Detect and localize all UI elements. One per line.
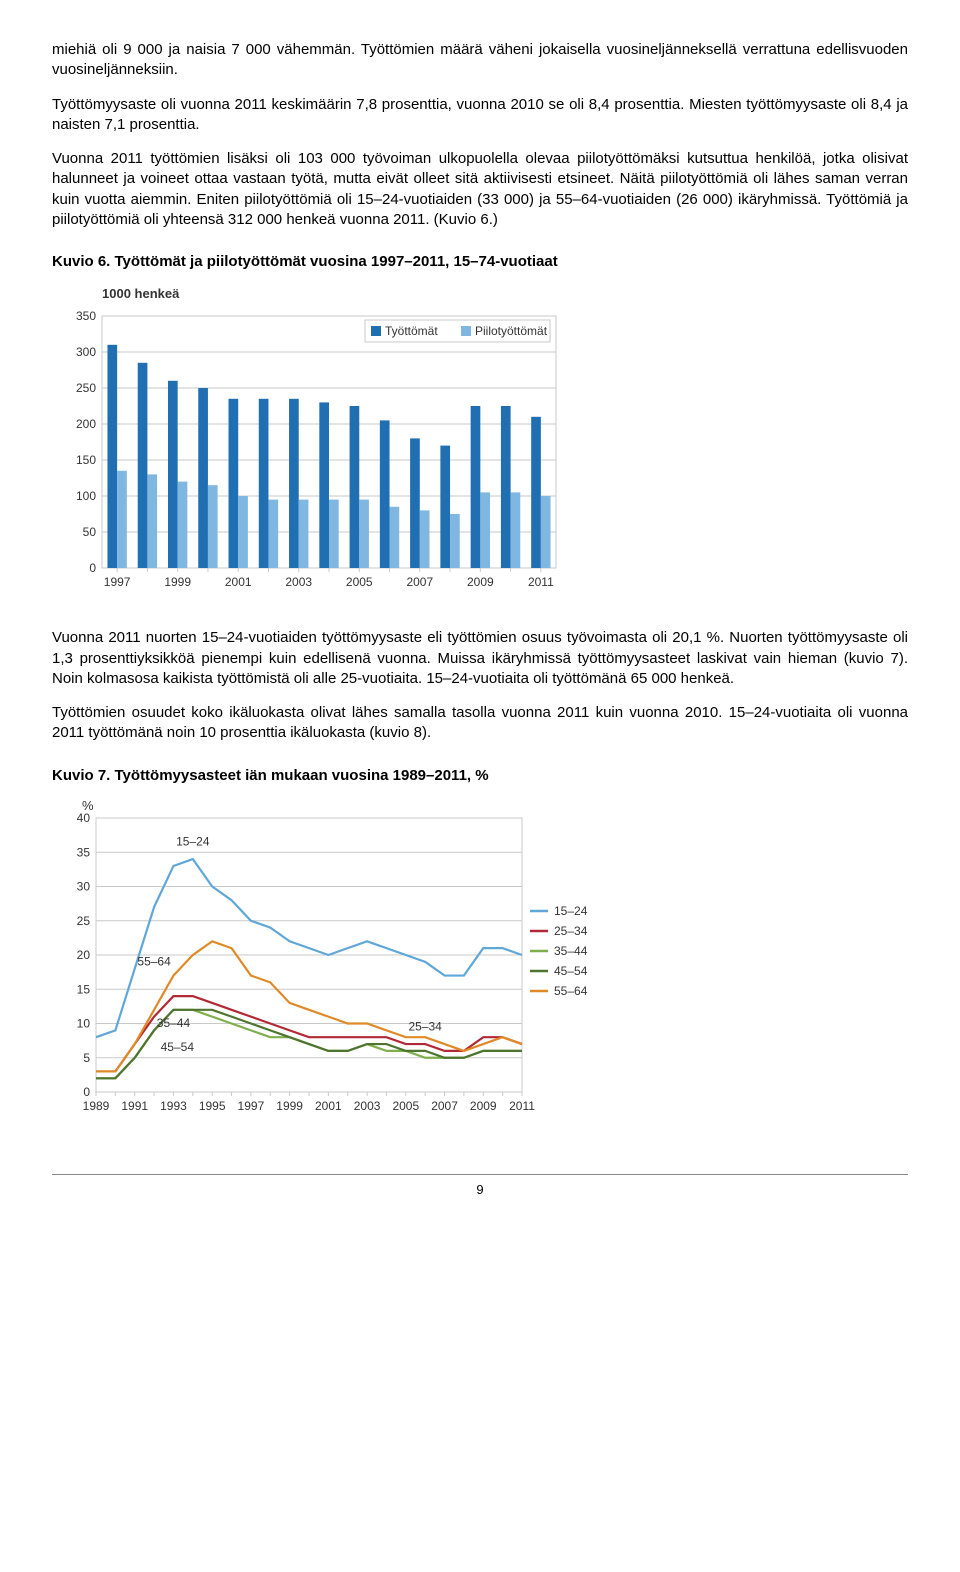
chart6-bar-tyottomat (198, 388, 208, 568)
chart7-ytick: 25 (77, 914, 91, 928)
chart6-bar-piilotyottomat (511, 493, 521, 569)
chart6-bar-piilotyottomat (420, 511, 430, 569)
chart6-ytick: 300 (76, 345, 96, 359)
chart6-bar-piilotyottomat (541, 496, 551, 568)
chart6-bar-piilotyottomat (268, 500, 278, 568)
chart6-title: Kuvio 6. Työttömät ja piilotyöttömät vuo… (52, 252, 908, 272)
chart6-wrap: 1000 henkeä 0 50 100 150 200 250 300 350 Työttömä… (52, 282, 908, 602)
chart7-legend-label: 55–64 (554, 984, 588, 998)
chart6-xtick: 2003 (285, 575, 312, 589)
chart6-bar-piilotyottomat (480, 493, 490, 569)
chart7-xtick: 2001 (315, 1099, 342, 1113)
chart7-xtick: 1993 (160, 1099, 187, 1113)
chart6-ytick: 200 (76, 417, 96, 431)
chart6-bar-tyottomat (138, 363, 148, 568)
chart6-bar-piilotyottomat (390, 507, 400, 568)
chart7-xtick: 2011 (509, 1099, 535, 1113)
chart7-xtick: 1991 (121, 1099, 148, 1113)
chart7-legend-label: 45–54 (554, 964, 588, 978)
chart6-bar-tyottomat (350, 406, 360, 568)
chart7-ytick: 40 (77, 811, 91, 825)
chart6-bar-tyottomat (229, 399, 239, 568)
chart6-bar-tyottomat (440, 446, 450, 568)
chart6-xtick: 2009 (467, 575, 494, 589)
chart7-svg: %051015202530354019891991199319951997199… (52, 796, 612, 1126)
paragraph-1: miehiä oli 9 000 ja naisia 7 000 vähemmä… (52, 40, 908, 81)
chart6-bar-piilotyottomat (178, 482, 188, 568)
chart6-bar-tyottomat (471, 406, 481, 568)
chart7-xtick: 2009 (470, 1099, 497, 1113)
chart7-xtick: 1997 (238, 1099, 265, 1113)
chart7-xtick: 2003 (354, 1099, 381, 1113)
chart7-ytick: 10 (77, 1016, 91, 1030)
paragraph-2: Työttömyysaste oli vuonna 2011 keskimäär… (52, 95, 908, 136)
chart7-xtick: 2007 (431, 1099, 458, 1113)
chart7-ytick: 0 (83, 1085, 90, 1099)
chart6-legend-label: Piilotyöttömät (475, 324, 548, 338)
chart7-ytick: 30 (77, 879, 91, 893)
chart7-legend-label: 15–24 (554, 904, 588, 918)
chart6-ytick: 0 (89, 561, 96, 575)
chart7-inline-label: 35–44 (157, 1016, 191, 1030)
chart6-bar-piilotyottomat (208, 485, 218, 568)
chart7-ytick: 15 (77, 982, 91, 996)
chart6-bar-tyottomat (289, 399, 299, 568)
chart7-ytick: 20 (77, 948, 91, 962)
chart7-ytick: 5 (83, 1051, 90, 1065)
paragraph-4: Vuonna 2011 nuorten 15–24-vuotiaiden työ… (52, 628, 908, 689)
chart7-xtick: 1989 (83, 1099, 110, 1113)
chart6-bar-piilotyottomat (117, 471, 127, 568)
chart6-xtick: 2011 (528, 575, 554, 589)
chart6-bar-tyottomat (501, 406, 511, 568)
chart7-legend-label: 25–34 (554, 924, 588, 938)
chart6-ytick: 50 (83, 525, 97, 539)
chart6-xtick: 1999 (164, 575, 191, 589)
chart6-bar-tyottomat (168, 381, 178, 568)
chart6-xtick: 1997 (104, 575, 131, 589)
chart6-bar-piilotyottomat (299, 500, 309, 568)
chart6-legend-label: Työttömät (385, 324, 438, 338)
chart6-ylabel: 1000 henkeä (102, 286, 180, 301)
chart6-bar-tyottomat (380, 421, 390, 569)
paragraph-3: Vuonna 2011 työttömien lisäksi oli 103 0… (52, 149, 908, 230)
chart7-title: Kuvio 7. Työttömyysasteet iän mukaan vuo… (52, 766, 908, 786)
chart6-ytick: 150 (76, 453, 96, 467)
chart6-xtick: 2005 (346, 575, 373, 589)
page-number: 9 (52, 1174, 908, 1199)
chart6-bar-tyottomat (107, 345, 117, 568)
chart7-inline-label: 55–64 (137, 954, 171, 968)
chart6-bar-tyottomat (319, 403, 329, 569)
chart6-bar-piilotyottomat (329, 500, 339, 568)
chart7-xtick: 1995 (199, 1099, 226, 1113)
chart7-inline-label: 25–34 (408, 1019, 442, 1033)
chart7-line-25–34 (96, 996, 522, 1071)
chart6-bar-piilotyottomat (450, 514, 460, 568)
chart7-xtick: 2005 (392, 1099, 419, 1113)
chart6-ytick: 250 (76, 381, 96, 395)
chart6-bar-tyottomat (259, 399, 269, 568)
paragraph-5: Työttömien osuudet koko ikäluokasta oliv… (52, 703, 908, 744)
chart6-bar-piilotyottomat (359, 500, 369, 568)
chart6-bar-tyottomat (531, 417, 541, 568)
chart7-legend-label: 35–44 (554, 944, 588, 958)
chart6-bar-tyottomat (410, 439, 420, 569)
chart6-ytick: 350 (76, 309, 96, 323)
chart6-bar-piilotyottomat (147, 475, 157, 569)
chart7-ytick: 35 (77, 845, 91, 859)
chart6-xtick: 2001 (225, 575, 252, 589)
chart6-ytick: 100 (76, 489, 96, 503)
chart7-inline-label: 15–24 (176, 834, 210, 848)
chart7-xtick: 1999 (276, 1099, 303, 1113)
chart6-xtick: 2007 (406, 575, 433, 589)
chart7-wrap: %051015202530354019891991199319951997199… (52, 796, 908, 1126)
chart6-bar-piilotyottomat (238, 496, 248, 568)
chart6-svg: 1000 henkeä 0 50 100 150 200 250 300 350 Työttömä… (52, 282, 572, 602)
chart7-inline-label: 45–54 (161, 1040, 195, 1054)
